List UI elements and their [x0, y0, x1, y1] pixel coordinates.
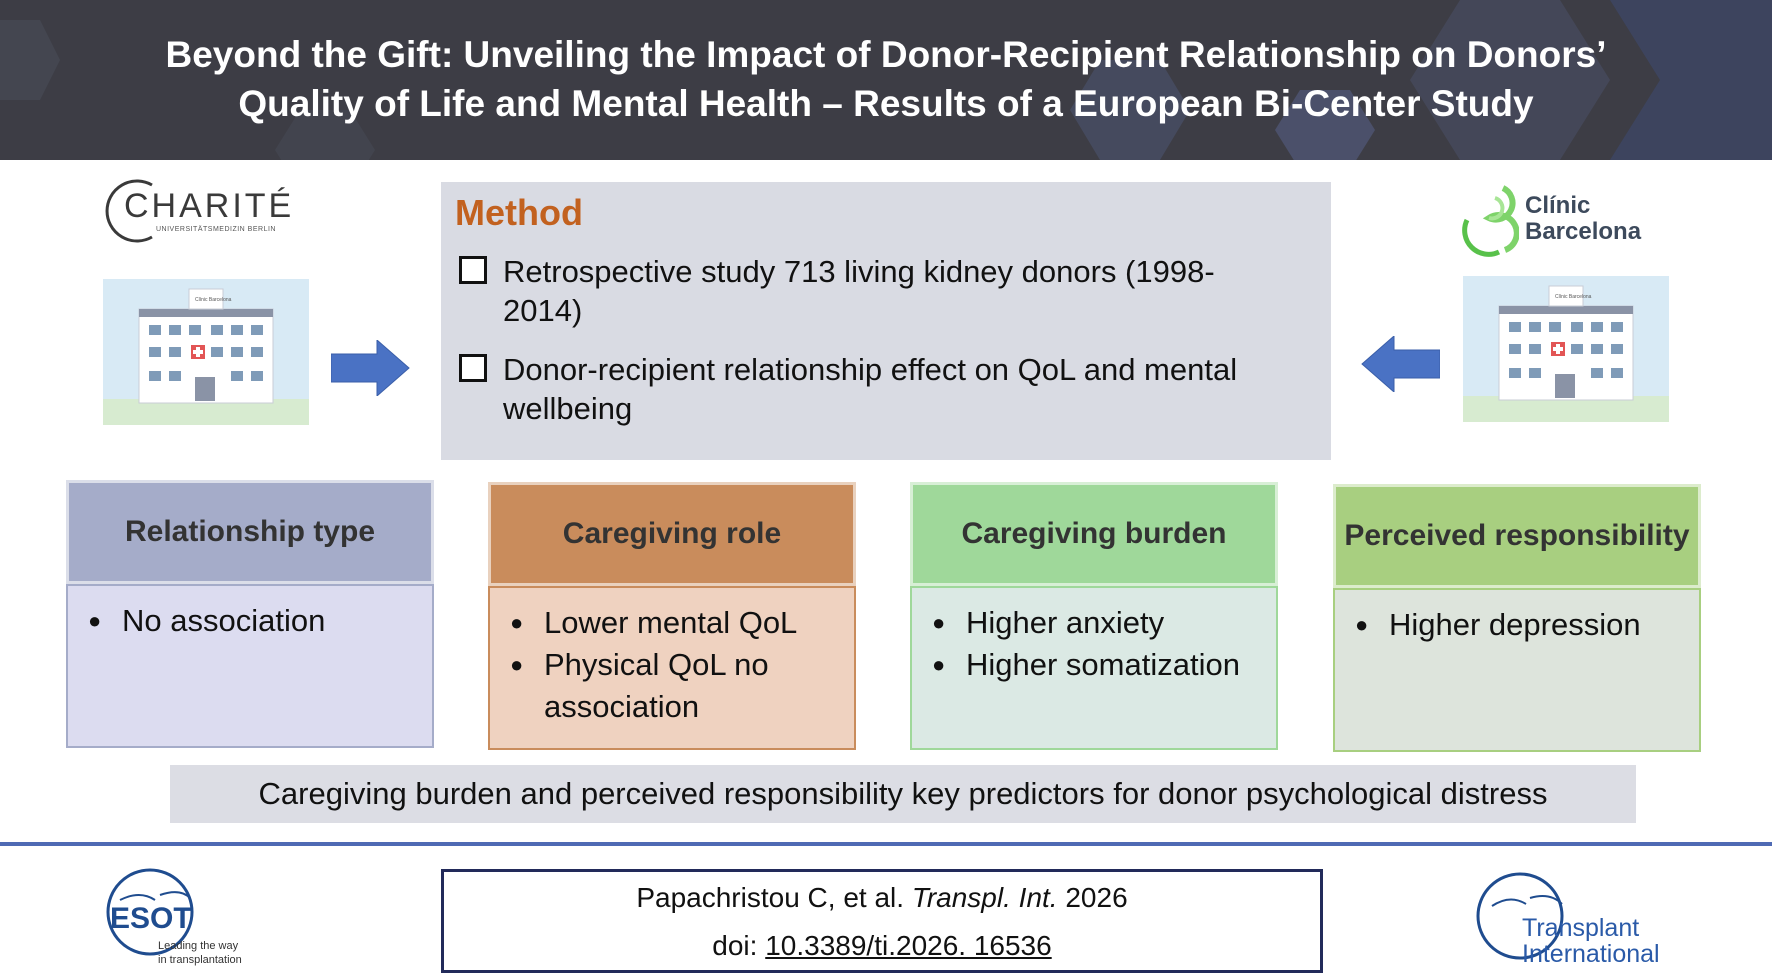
ti-globe-icon — [1476, 872, 1564, 960]
citation-year: 2026 — [1065, 882, 1128, 913]
method-item-2-line-2: wellbeing — [503, 391, 633, 426]
method-item-1-line-1: Retrospective study 713 living kidney do… — [503, 254, 1215, 289]
hospital-building-icon: Clínic Barcelona — [1463, 285, 1669, 422]
method-item-1-line-2: 2014) — [503, 293, 583, 328]
list-item: ● Higher somatization — [932, 647, 1240, 682]
checkbox-icon — [459, 256, 487, 284]
clinic-name-line-2: Barcelona — [1525, 218, 1642, 245]
esot-tagline-2: in transplantation — [158, 954, 242, 966]
page-title: Beyond the Gift: Unveiling the Impact of… — [60, 30, 1712, 128]
transplant-international-logo: Transplant International — [1470, 864, 1690, 974]
charite-subtitle: UNIVERSITÄTSMEDIZIN BERLIN — [156, 226, 276, 233]
conclusion-banner: Caregiving burden and perceived responsi… — [170, 765, 1636, 823]
charite-c-icon — [105, 179, 153, 243]
method-item-2: Donor-recipient relationship effect on Q… — [503, 350, 1237, 428]
list-item: ● Higher depression — [1355, 607, 1641, 642]
divider — [0, 842, 1772, 846]
hospital-sign-text: Clínic Barcelona — [195, 297, 232, 303]
title-banner: Beyond the Gift: Unveiling the Impact of… — [0, 0, 1772, 160]
method-panel: Method Retrospective study 713 living ki… — [441, 182, 1331, 460]
card-body: ● No association — [66, 584, 434, 748]
card-relationship-type: Relationship type ● No association — [66, 480, 434, 748]
card-caregiving-role: Caregiving role ● Lower mental QoL ● Physi… — [488, 482, 856, 750]
card-body: ● Lower mental QoL ● Physical QoL no assoc… — [488, 586, 856, 750]
citation-line: Papachristou C, et al. Transpl. Int. 202… — [444, 882, 1320, 914]
charite-name: CHARITÉ — [124, 187, 295, 225]
ti-name-line-2: International — [1522, 940, 1660, 968]
arrow-right-icon — [330, 338, 411, 398]
clinic-swirl-icon — [1462, 185, 1519, 257]
ti-name-line-1: Transplant — [1522, 914, 1640, 942]
list-item: ● Physical QoL no association — [510, 647, 769, 724]
method-heading: Method — [455, 192, 583, 233]
esot-name: ESOT — [110, 902, 192, 935]
citation-authors: Papachristou C, et al. — [636, 882, 905, 913]
charite-logo: CHARITÉ UNIVERSITÄTSMEDIZIN BERLIN — [100, 175, 291, 247]
list-item: ● No association — [88, 603, 326, 638]
doi-link[interactable]: 10.3389/ti.2026. 16536 — [765, 930, 1052, 961]
card-body: ● Higher depression — [1333, 588, 1701, 752]
card-caregiving-burden: Caregiving burden ● Higher anxiety ● Highe… — [910, 482, 1278, 750]
card-perceived-responsibility: Perceived responsibility ● Higher depress… — [1333, 484, 1701, 752]
checkbox-icon — [459, 354, 487, 382]
hospital-sign-text: Clínic Barcelona — [1555, 294, 1592, 300]
citation-box: Papachristou C, et al. Transpl. Int. 202… — [441, 869, 1323, 973]
title-line-1: Beyond the Gift: Unveiling the Impact of… — [165, 34, 1607, 75]
doi-label: doi: — [712, 930, 758, 961]
arrow-left-icon — [1360, 334, 1441, 394]
card-heading: Perceived responsibility — [1333, 484, 1701, 588]
title-line-2: Quality of Life and Mental Health – Resu… — [238, 83, 1534, 124]
card-heading: Caregiving burden — [910, 482, 1278, 586]
clinic-name-line-1: Clínic — [1525, 192, 1591, 219]
clinic-barcelona-logo: Clínic Barcelona — [1455, 180, 1665, 260]
esot-tagline-1: Leading the way — [158, 940, 239, 952]
method-item-1: Retrospective study 713 living kidney do… — [503, 252, 1215, 330]
hospital-building-icon: Clínic Barcelona — [103, 288, 309, 425]
method-item-2-line-1: Donor-recipient relationship effect on Q… — [503, 352, 1238, 387]
doi-line: doi: 10.3389/ti.2026. 16536 — [444, 930, 1320, 962]
hospital-illustration-left: Clínic Barcelona — [103, 279, 309, 425]
esot-globe-icon — [106, 868, 194, 956]
card-body: ● Higher anxiety ● Higher somatization — [910, 586, 1278, 750]
card-heading: Caregiving role — [488, 482, 856, 586]
esot-logo: ESOT Leading the way in transplantation — [100, 860, 270, 975]
list-item: ● Lower mental QoL — [510, 605, 798, 640]
hospital-illustration-right: Clínic Barcelona — [1463, 276, 1669, 422]
card-heading: Relationship type — [66, 480, 434, 584]
citation-journal: Transpl. Int. — [911, 882, 1058, 913]
hexagon-pattern — [0, 0, 1772, 160]
list-item: ● Higher anxiety — [932, 605, 1165, 640]
